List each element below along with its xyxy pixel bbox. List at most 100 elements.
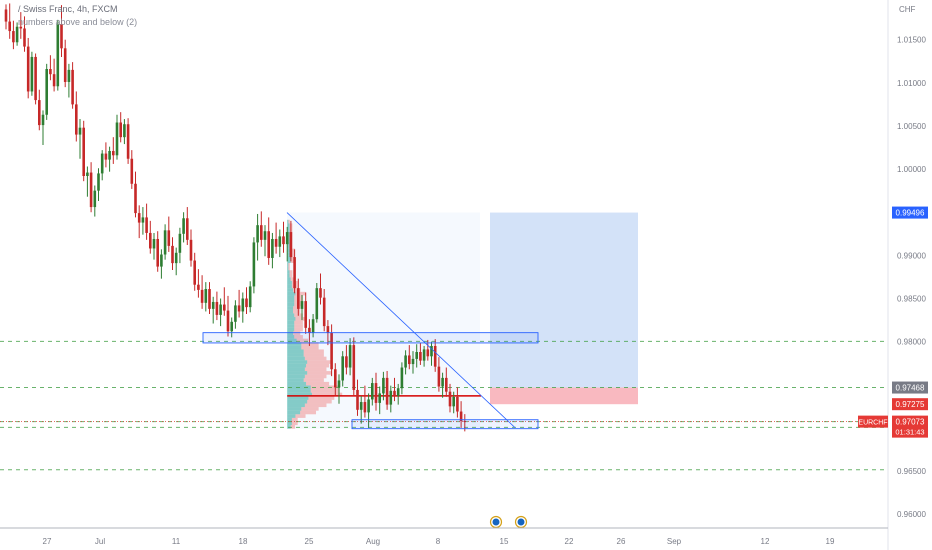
y-tick-label: 0.98000 [897, 338, 926, 347]
profile-bar-up [287, 223, 290, 227]
profile-bar-down [289, 270, 293, 274]
candle-body [230, 321, 233, 332]
candle-body [137, 213, 141, 223]
profile-bar-up [287, 392, 312, 397]
candle-body [63, 48, 67, 82]
profile-bar-up [287, 331, 294, 336]
candle-body [430, 345, 433, 357]
price-label-bg [892, 381, 928, 394]
candle-body [67, 69, 71, 82]
profile-bar-up [287, 381, 307, 386]
candle-body [45, 69, 48, 115]
candle-body [186, 218, 189, 240]
candle-body [315, 288, 319, 320]
profile-bar-up [287, 414, 296, 418]
candle-body [367, 399, 370, 413]
candle-body [193, 260, 196, 285]
profile-bar-up [287, 248, 291, 253]
candle-body [400, 367, 404, 389]
y-tick-label: 0.98500 [897, 295, 926, 304]
candle-body [241, 298, 245, 312]
candle-body [223, 304, 226, 311]
candle-body [459, 411, 463, 422]
x-tick-label: 15 [500, 537, 509, 546]
profile-bar-down [288, 263, 290, 267]
candle-body [141, 217, 145, 223]
candle-body [26, 46, 30, 92]
candle-body [408, 355, 411, 365]
profile-bar-down [295, 317, 306, 321]
horizontal-levels [0, 340, 888, 471]
profile-bar-down [310, 389, 340, 393]
profile-bar-up [287, 266, 289, 271]
profile-bar-down [291, 421, 298, 426]
candle-body [234, 305, 237, 322]
profile-bar-down [306, 381, 330, 386]
profile-bar-up [287, 417, 292, 422]
candle-body [52, 74, 56, 87]
candle-body [382, 377, 385, 394]
overlay-drawings [202, 212, 539, 529]
candle-body [330, 333, 333, 370]
profile-bar-down [303, 378, 324, 382]
price-label: 0.97073 [896, 418, 925, 427]
profile-bar-up [287, 270, 290, 274]
candle-body [86, 172, 89, 176]
profile-bar-down [293, 306, 301, 310]
candlesticks [4, 3, 467, 432]
candle-body [75, 104, 78, 135]
profile-bar-down [301, 345, 319, 350]
profile-bar-down [307, 399, 332, 404]
candle-body [334, 369, 337, 388]
candle-body [82, 127, 85, 176]
candle-body [356, 389, 359, 410]
candle-body [41, 114, 45, 126]
candle-body [145, 217, 148, 233]
candle-body [78, 127, 82, 135]
profile-bar-up [287, 371, 308, 375]
candle-body [297, 288, 300, 309]
profile-bar-up [287, 263, 289, 267]
candle-body [71, 69, 74, 105]
candle-body [337, 380, 341, 388]
candle-body [208, 289, 211, 309]
candle-body [49, 69, 52, 75]
candle-body [219, 304, 222, 315]
candle-body [12, 31, 15, 43]
candle-body [108, 150, 111, 160]
candle-body [56, 24, 60, 87]
profile-bar-down [290, 425, 296, 429]
profile-bar-up [287, 309, 294, 314]
candle-body [308, 327, 311, 334]
profile-bar-down [293, 331, 301, 336]
price-label-bg [892, 206, 928, 219]
profile-bar-down [294, 324, 303, 328]
candle-body [385, 377, 389, 405]
candle-body [163, 230, 167, 255]
candle-body [93, 190, 97, 208]
candle-body [311, 319, 315, 334]
profile-bar-up [287, 277, 291, 282]
candle-body [30, 56, 34, 92]
candle-body [15, 26, 19, 43]
stop-zone-box [490, 387, 638, 405]
candle-body [160, 254, 163, 267]
profile-bar-up [287, 403, 305, 408]
profile-bar-up [287, 407, 302, 411]
target-zone-box [490, 212, 638, 388]
price-label-bg [892, 415, 928, 438]
indicator-legend: numbers above and below (2) [18, 17, 138, 27]
candle-body [304, 301, 307, 328]
profile-bar-up [287, 338, 297, 343]
profile-bar-up [287, 356, 305, 361]
candle-body [326, 326, 330, 334]
candle-body [134, 183, 137, 214]
profile-bar-down [288, 266, 290, 271]
candle-body [182, 218, 185, 234]
candle-body [200, 289, 204, 303]
candle-body [448, 391, 452, 407]
profile-bar-down [300, 410, 317, 415]
price-label: 0.99496 [896, 209, 925, 218]
